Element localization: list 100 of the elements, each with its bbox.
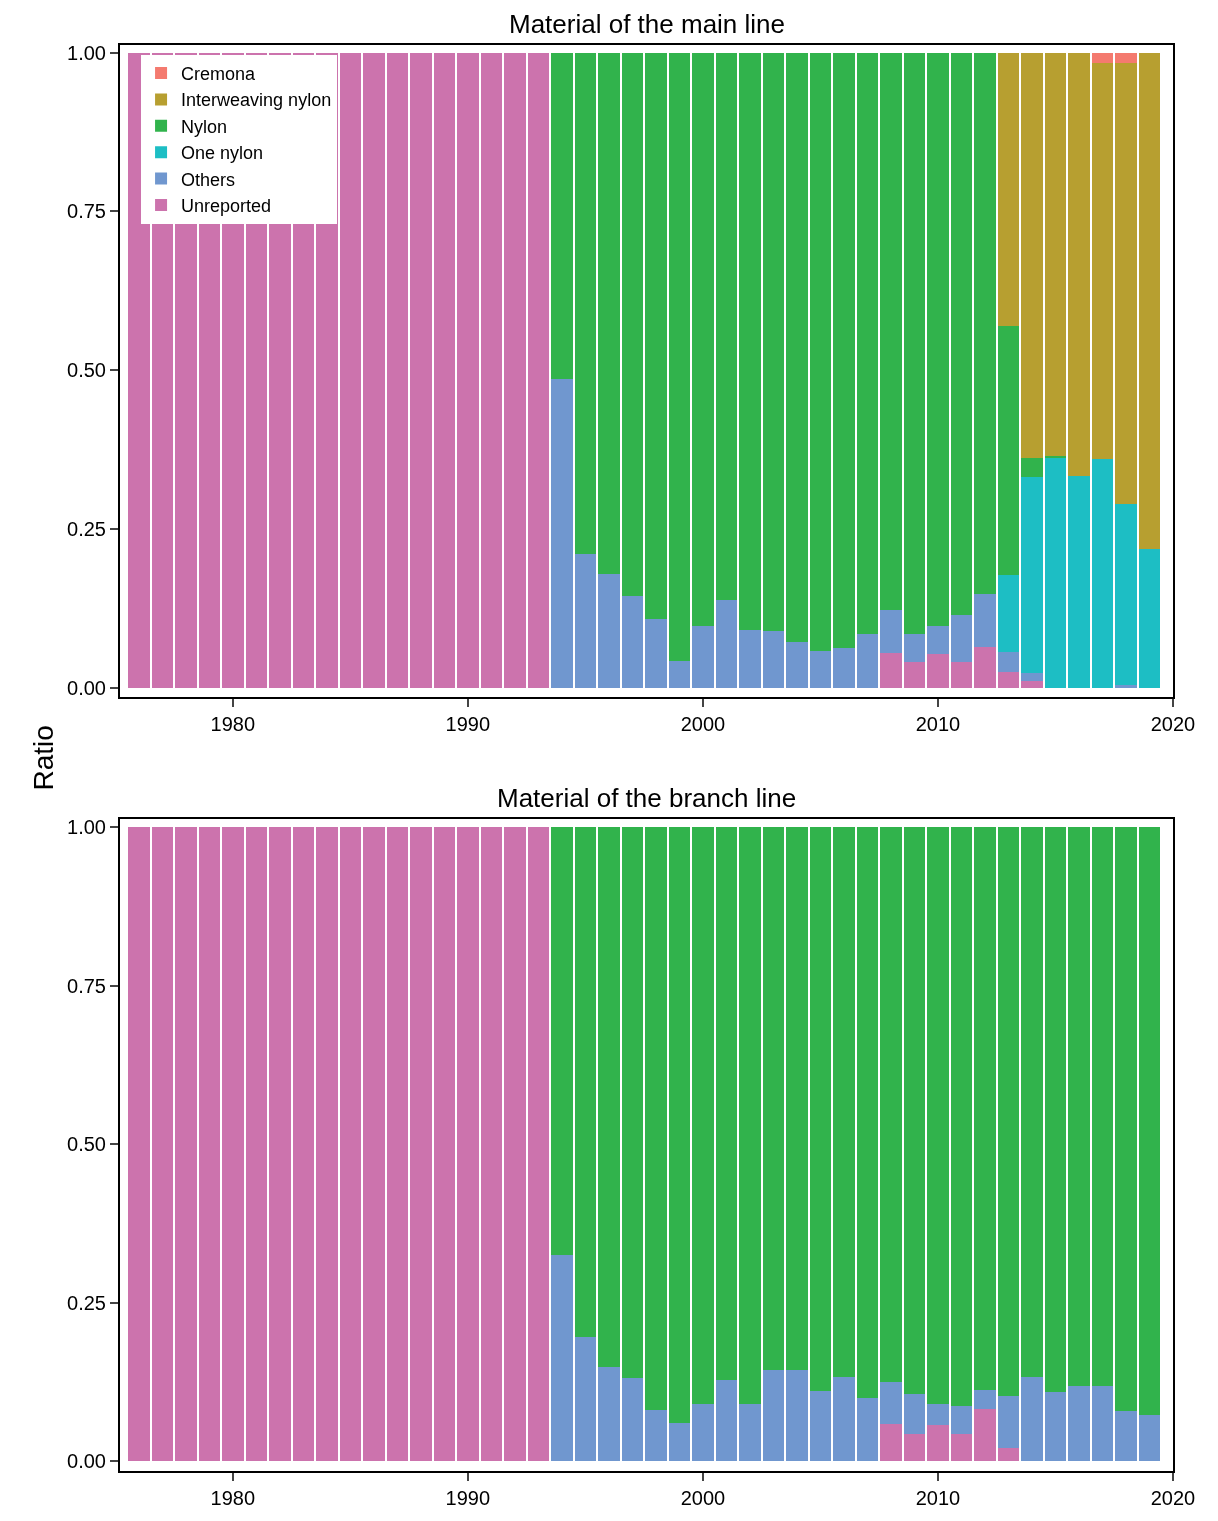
bar bbox=[292, 827, 315, 1462]
bar bbox=[903, 1394, 926, 1434]
x-tick-label: 2010 bbox=[915, 713, 961, 736]
bar bbox=[856, 633, 879, 688]
bar bbox=[856, 827, 879, 1399]
bar bbox=[880, 652, 902, 688]
bar bbox=[551, 379, 573, 688]
bar bbox=[1091, 62, 1114, 459]
bar bbox=[621, 52, 644, 596]
bar bbox=[927, 1403, 949, 1426]
bar bbox=[786, 52, 808, 643]
y-tick-label: 0.25 bbox=[67, 518, 106, 541]
bar bbox=[1091, 458, 1114, 688]
chart-title: Material of the main line bbox=[509, 9, 786, 39]
bar bbox=[339, 827, 362, 1462]
bar bbox=[903, 827, 926, 1395]
bar bbox=[903, 661, 926, 688]
bar bbox=[645, 827, 667, 1411]
bar bbox=[950, 52, 973, 615]
bar bbox=[880, 827, 902, 1382]
bar bbox=[1021, 827, 1043, 1378]
bar bbox=[762, 52, 785, 631]
bar bbox=[762, 630, 785, 688]
bar bbox=[127, 827, 150, 1462]
bar bbox=[645, 52, 667, 619]
bar bbox=[645, 1410, 667, 1462]
bar bbox=[175, 827, 197, 1462]
bar bbox=[950, 661, 973, 688]
bar bbox=[997, 671, 1020, 688]
bar bbox=[363, 52, 385, 688]
bar bbox=[198, 827, 221, 1462]
bar bbox=[880, 610, 902, 653]
bar bbox=[386, 52, 409, 688]
bar bbox=[527, 827, 550, 1462]
bar bbox=[1115, 503, 1137, 686]
bar bbox=[927, 52, 949, 627]
x-tick-label: 2010 bbox=[915, 1487, 961, 1509]
y-tick-label: 0.50 bbox=[67, 1133, 106, 1156]
bar bbox=[1138, 548, 1161, 688]
bar bbox=[645, 618, 667, 688]
bar bbox=[997, 1448, 1020, 1462]
bar bbox=[1021, 476, 1043, 674]
bar bbox=[1138, 52, 1161, 549]
x-tick-label: 2020 bbox=[1150, 713, 1196, 736]
bar bbox=[692, 1403, 714, 1462]
bar bbox=[950, 1433, 973, 1462]
bar bbox=[786, 642, 808, 688]
bar bbox=[950, 1405, 973, 1434]
bar bbox=[927, 653, 949, 688]
bar bbox=[598, 574, 620, 688]
bar bbox=[598, 1367, 620, 1462]
bar bbox=[974, 1408, 996, 1462]
x-tick-label: 1980 bbox=[210, 713, 256, 736]
bar bbox=[692, 626, 714, 688]
x-tick-label: 1990 bbox=[445, 1487, 491, 1509]
bar bbox=[457, 827, 479, 1462]
bar bbox=[574, 827, 597, 1338]
bar bbox=[974, 52, 996, 595]
y-tick-label: 0.50 bbox=[67, 359, 106, 382]
bar bbox=[504, 52, 526, 688]
bar bbox=[997, 651, 1020, 672]
bar bbox=[880, 52, 902, 611]
bar bbox=[715, 600, 738, 688]
bar bbox=[1115, 62, 1137, 504]
bar bbox=[668, 52, 691, 662]
bar bbox=[927, 1425, 949, 1462]
bar bbox=[1044, 827, 1067, 1392]
bar bbox=[1021, 680, 1043, 688]
legend-label: Interweaving nylon bbox=[181, 90, 332, 111]
bar bbox=[363, 827, 385, 1462]
bar bbox=[833, 1376, 855, 1462]
bar bbox=[1044, 52, 1067, 456]
bar bbox=[1068, 827, 1090, 1387]
bar bbox=[809, 651, 832, 688]
y-tick-label: 1.00 bbox=[67, 816, 106, 839]
bar bbox=[480, 52, 503, 688]
bar bbox=[997, 1396, 1020, 1449]
bar bbox=[1091, 827, 1114, 1387]
y-axis-title: Ratio bbox=[27, 725, 59, 791]
bar bbox=[574, 1337, 597, 1462]
bar bbox=[574, 52, 597, 555]
bar bbox=[1021, 457, 1043, 477]
bar bbox=[927, 626, 949, 654]
bar bbox=[433, 827, 456, 1462]
bar bbox=[1115, 685, 1137, 688]
bar bbox=[668, 1423, 691, 1462]
bar bbox=[480, 827, 503, 1462]
bar bbox=[410, 52, 432, 688]
bar bbox=[833, 52, 855, 649]
x-tick-label: 1990 bbox=[445, 713, 491, 736]
bar bbox=[668, 661, 691, 688]
bar bbox=[739, 52, 761, 631]
legend-label: Unreported bbox=[181, 196, 272, 217]
bar bbox=[833, 648, 855, 688]
bar bbox=[692, 52, 714, 627]
bar bbox=[762, 827, 785, 1371]
y-tick-label: 0.00 bbox=[67, 1450, 106, 1473]
bar bbox=[621, 595, 644, 688]
bar bbox=[974, 594, 996, 648]
bar bbox=[1115, 52, 1137, 63]
